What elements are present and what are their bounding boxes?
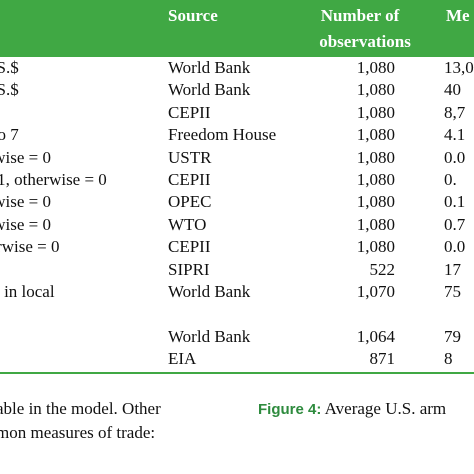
cell-observations: 871 — [369, 349, 396, 368]
cell-source: World Bank — [168, 327, 251, 346]
cell-source: SIPRI — [168, 259, 210, 279]
cell-observations: 1,080 — [356, 214, 395, 234]
cell-variable: U.S.$ — [0, 58, 19, 77]
cell-variable: erwise = 0 — [0, 214, 51, 234]
cell-mean: 8,7 — [444, 102, 466, 122]
cell-variable: herwise = 0 — [0, 237, 60, 257]
figure-caption: Figure 4: Average U.S. arm — [258, 398, 446, 421]
cell-observations: 1,080 — [356, 237, 395, 257]
table-row: erwise = 0 USTR 1,080 0.0 — [0, 147, 474, 169]
cell-variable: erwise = 0 — [0, 192, 51, 212]
table-row: U.S.$ World Bank 1,080 13,0 — [0, 57, 474, 79]
cell-source: CEPII — [168, 102, 211, 122]
table-row: herwise = 0 CEPII 1,080 0.0 — [0, 236, 474, 258]
cell-observations: 1,070 — [356, 282, 395, 301]
table-row: 1 to 7 Freedom House 1,080 4.1 — [0, 124, 474, 146]
header-source: Source — [168, 6, 218, 25]
cell-observations: 1,080 — [356, 102, 395, 122]
cell-mean: 0.1 — [444, 192, 466, 212]
header-obs-line2: observations — [319, 32, 411, 51]
cell-source: OPEC — [168, 192, 212, 212]
figure-label: Figure 4: — [258, 401, 322, 418]
cell-mean: 75 — [444, 282, 461, 301]
cell-source: CEPII — [168, 237, 211, 257]
cell-source: World Bank — [168, 80, 251, 100]
cell-mean: 0. — [444, 170, 457, 189]
cell-observations: 1,080 — [356, 125, 395, 145]
table-header: Source Number of observations Me — [0, 0, 474, 57]
cell-mean: 8 — [444, 349, 453, 368]
table-row: ate in local World Bank 1,070 75 — [0, 281, 474, 303]
cell-mean: 40 — [444, 80, 461, 100]
cell-mean: 13,0 — [444, 58, 474, 77]
table-row: U.S.$ World Bank 1,080 40 — [0, 79, 474, 101]
cell-variable: ate in local — [0, 282, 55, 301]
cell-mean: 0.0 — [444, 147, 466, 167]
cell-observations: 1,080 — [356, 170, 395, 189]
table-row: EIA 871 8 — [0, 348, 474, 370]
cell-variable: U.S.$ — [0, 80, 19, 100]
header-mean: Me — [446, 6, 470, 25]
cell-variable: e=1, otherwise = 0 — [0, 170, 107, 189]
cell-mean: 0.0 — [444, 237, 466, 257]
header-obs-line1: Number of — [320, 6, 400, 25]
table-row: e=1, otherwise = 0 CEPII 1,080 0. — [0, 169, 474, 191]
cell-source: USTR — [168, 147, 212, 167]
cell-observations: 1,080 — [356, 80, 395, 100]
caption-left-line2: mon measures of trade: — [0, 423, 156, 442]
table-row: erwise = 0 OPEC 1,080 0.1 — [0, 191, 474, 213]
table-row — [0, 304, 474, 326]
cell-mean: 17 — [444, 259, 461, 279]
cell-mean: 4.1 — [444, 125, 466, 145]
cell-observations: 1,080 — [356, 58, 395, 77]
cell-observations: 522 — [369, 259, 396, 279]
cell-observations: 1,080 — [356, 192, 395, 212]
cell-variable: 1 to 7 — [0, 125, 19, 145]
cell-source: CEPII — [168, 170, 211, 189]
table-row: CEPII 1,080 8,7 — [0, 102, 474, 124]
table-row: erwise = 0 WTO 1,080 0.7 — [0, 214, 474, 236]
cell-source: Freedom House — [168, 125, 277, 145]
cell-source: WTO — [168, 214, 207, 234]
table-row: World Bank 1,064 79 — [0, 326, 474, 348]
cell-source: World Bank — [168, 282, 251, 301]
cell-source: EIA — [168, 349, 197, 368]
table-row: SIPRI 522 17 — [0, 259, 474, 281]
figure-caption-text: Average U.S. arm — [321, 399, 447, 418]
cell-observations: 1,064 — [356, 327, 395, 346]
cell-mean: 79 — [444, 327, 461, 346]
table-bottom-rule — [0, 372, 474, 374]
cell-observations: 1,080 — [356, 147, 395, 167]
cell-variable: erwise = 0 — [0, 147, 51, 167]
cell-mean: 0.7 — [444, 214, 466, 234]
caption-left-line1: able in the model. Other — [0, 399, 161, 418]
cell-source: World Bank — [168, 58, 251, 77]
